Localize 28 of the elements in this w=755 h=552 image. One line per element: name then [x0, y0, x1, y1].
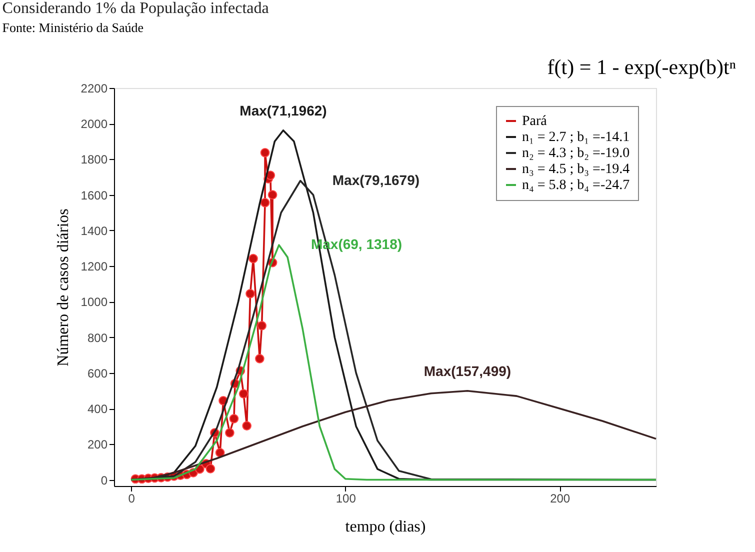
legend-label: n₁ = 2.7 ; b₁ =-14.1 — [522, 130, 630, 145]
legend-label: Pará — [522, 114, 548, 129]
y-tick-label: 600 — [87, 366, 108, 380]
y-tick-label: 800 — [87, 330, 108, 345]
y-tick-label: 1400 — [80, 224, 108, 238]
y-tick-label: 2200 — [80, 82, 108, 96]
chart-subtitle: Fonte: Ministério da Saúde — [2, 20, 144, 35]
chart-title: Considerando 1% da População infectada — [2, 0, 269, 17]
y-tick-label: 400 — [87, 402, 108, 416]
y-tick-label: 200 — [87, 438, 108, 452]
annotation: Max(71,1962) — [240, 102, 327, 118]
legend-label: n₄ = 5.8 ; b₄ =-24.7 — [522, 178, 630, 193]
y-tick-label: 1800 — [80, 152, 108, 167]
annotation: Max(79,1679) — [332, 172, 420, 188]
x-tick-label: 200 — [550, 492, 570, 506]
y-tick-label: 0 — [100, 473, 108, 488]
y-tick-label: 2000 — [80, 117, 108, 132]
y-axis-title: Número de casos diários — [54, 208, 72, 366]
annotation: Max(157,499) — [424, 362, 512, 379]
legend-label: n₃ = 4.5 ; b₃ =-19.4 — [522, 162, 630, 177]
y-tick-label: 1200 — [80, 260, 108, 274]
y-tick-label: 1600 — [80, 188, 108, 202]
text: f(t) = 1 - exp(-exp(b)tⁿ — [547, 55, 736, 79]
x-tick-label: 0 — [128, 492, 136, 506]
x-axis-title: tempo (dias) — [345, 518, 426, 536]
y-tick-label: 1000 — [80, 295, 108, 310]
legend-label: n₂ = 4.3 ; b₂ =-19.0 — [522, 146, 630, 161]
x-tick-label: 100 — [336, 492, 356, 506]
